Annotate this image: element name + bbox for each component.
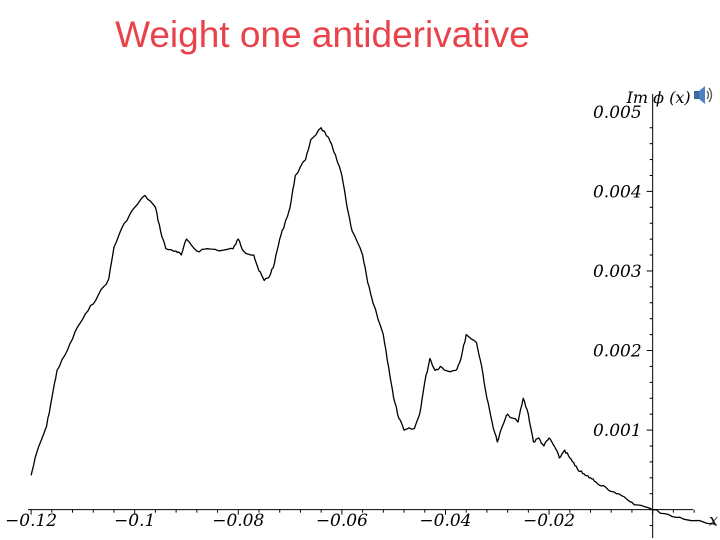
y-tick-label: 0.005 bbox=[593, 103, 642, 123]
series-line-0 bbox=[30, 127, 715, 525]
x-tick-label: −0.08 bbox=[212, 511, 264, 531]
chart-labels: −0.12 −0.1 −0.08 −0.06 −0.04 −0.02 0.001 0.002 0… bbox=[5, 88, 718, 531]
y-tick-label: 0.003 bbox=[593, 262, 642, 282]
chart-ticks bbox=[30, 127, 695, 527]
speaker-icon[interactable] bbox=[693, 84, 715, 106]
y-axis-label: Im ϕ (x) bbox=[626, 88, 691, 107]
x-tick-label: −0.12 bbox=[5, 511, 57, 531]
y-tick-label: 0.001 bbox=[593, 421, 642, 441]
x-tick-label: −0.1 bbox=[114, 511, 155, 531]
x-tick-label: −0.04 bbox=[419, 511, 471, 531]
x-tick-label: −0.06 bbox=[316, 511, 368, 531]
y-tick-label: 0.002 bbox=[593, 342, 642, 362]
x-tick-label: −0.02 bbox=[523, 511, 575, 531]
x-axis-label: x bbox=[709, 511, 718, 530]
chart-axes bbox=[28, 94, 693, 538]
y-tick-label: 0.004 bbox=[593, 182, 642, 202]
chart-series bbox=[30, 127, 715, 525]
slide-title: Weight one antiderivative bbox=[0, 14, 720, 56]
slide-title-text: Weight one antiderivative bbox=[115, 14, 530, 55]
